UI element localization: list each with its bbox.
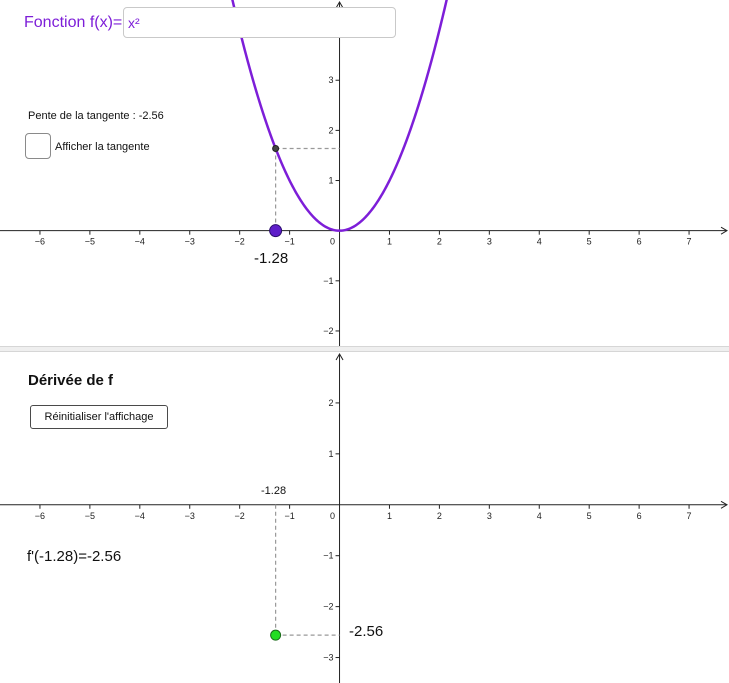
panel-divider[interactable] bbox=[0, 346, 729, 352]
curve-point[interactable] bbox=[272, 145, 280, 153]
function-x-tick-label: 7 bbox=[687, 237, 692, 247]
derivative-y-tick-label: 2 bbox=[329, 398, 334, 408]
function-y-tick-label: 2 bbox=[329, 125, 334, 135]
derivative-x-tick-label: 0 bbox=[330, 511, 335, 521]
derivative-x-tick-label: 4 bbox=[537, 511, 542, 521]
function-x-tick-label: 4 bbox=[537, 237, 542, 247]
derivative-x-tick-label: 5 bbox=[587, 511, 592, 521]
function-x-tick-label: 0 bbox=[330, 237, 335, 247]
function-axes bbox=[0, 1, 728, 346]
derivative-y-tick-label: −3 bbox=[323, 653, 333, 663]
function-x-tick-label: 1 bbox=[387, 237, 392, 247]
derivative-value-text: f'(-1.28)=-2.56 bbox=[27, 548, 122, 565]
function-graph-panel[interactable]: −6 −5 −4 −3 −2 −1 0 1 2 3 4 5 6 7 3 2 1 −1 −2 Fonction f(… bbox=[0, 0, 729, 346]
function-x-tick-label: 3 bbox=[487, 237, 492, 247]
derivative-x-tick-label: −3 bbox=[185, 511, 195, 521]
function-x-tick-label: −3 bbox=[185, 237, 195, 247]
derivative-y-tick-label: −2 bbox=[323, 602, 333, 612]
derivative-y-ticks: 2 1 −1 −2 −3 bbox=[323, 398, 340, 663]
point-x-value-label: -1.28 bbox=[254, 250, 289, 267]
derivative-x-tick-label: −4 bbox=[135, 511, 145, 521]
derivative-x-tick-label: 7 bbox=[687, 511, 692, 521]
tangent-slope-text: Pente de la tangente : -2.56 bbox=[28, 110, 164, 122]
function-x-tick-label: −6 bbox=[35, 237, 45, 247]
function-x-tick-label: 6 bbox=[637, 237, 642, 247]
derivative-point-guides bbox=[275, 504, 340, 636]
derivative-x-axis-arrow bbox=[720, 500, 728, 509]
function-y-ticks: 3 2 1 −1 −2 bbox=[323, 75, 340, 336]
function-x-axis-arrow bbox=[720, 226, 728, 235]
function-x-tick-label: 2 bbox=[437, 237, 442, 247]
derivative-x-tick-label: −1 bbox=[284, 511, 294, 521]
function-x-tick-label: 5 bbox=[587, 237, 592, 247]
derivative-x-tick-label: 3 bbox=[487, 511, 492, 521]
derivative-graph[interactable]: −6 −5 −4 −3 −2 −1 0 1 2 3 4 5 6 7 2 1 −1 −2 −3 bbox=[0, 352, 729, 683]
show-tangent-checkbox[interactable] bbox=[25, 133, 51, 159]
derivative-x-tick-label: 1 bbox=[387, 511, 392, 521]
derivative-x-tick-label: 2 bbox=[437, 511, 442, 521]
derivative-y-tick-label: −1 bbox=[323, 551, 333, 561]
function-y-tick-label: 1 bbox=[329, 176, 334, 186]
function-y-axis-arrow bbox=[335, 1, 344, 9]
function-x-tick-label: −1 bbox=[284, 237, 294, 247]
parabola-curve bbox=[231, 0, 448, 232]
function-y-tick-label: −1 bbox=[323, 276, 333, 286]
derivative-x-tick-label: −6 bbox=[35, 511, 45, 521]
derivative-x-marker-label: -1.28 bbox=[261, 485, 287, 497]
function-input[interactable] bbox=[123, 7, 396, 38]
function-y-tick-label: −2 bbox=[323, 326, 333, 336]
x-slider-point[interactable] bbox=[269, 224, 283, 238]
function-label: Fonction f(x)= bbox=[24, 14, 123, 31]
function-x-tick-label: −2 bbox=[235, 237, 245, 247]
derivative-y-marker-label: -2.56 bbox=[349, 623, 384, 640]
function-point-guides bbox=[275, 147, 340, 231]
derivative-y-axis-arrow bbox=[335, 353, 344, 361]
function-graph[interactable]: −6 −5 −4 −3 −2 −1 0 1 2 3 4 5 6 7 3 2 1 −1 −2 bbox=[0, 0, 729, 346]
derivative-point[interactable] bbox=[270, 629, 282, 641]
function-x-ticks: −6 −5 −4 −3 −2 −1 0 1 2 3 4 5 6 7 bbox=[35, 230, 692, 247]
function-x-tick-label: −4 bbox=[135, 237, 145, 247]
derivative-x-tick-label: 6 bbox=[637, 511, 642, 521]
function-y-tick-label: 3 bbox=[329, 75, 334, 85]
derivative-x-tick-label: −5 bbox=[85, 511, 95, 521]
derivative-y-tick-label: 1 bbox=[329, 449, 334, 459]
reset-view-button[interactable]: Réinitialiser l'affichage bbox=[30, 405, 168, 429]
derivative-axes bbox=[0, 353, 728, 683]
derivative-x-ticks: −6 −5 −4 −3 −2 −1 0 1 2 3 4 5 6 7 bbox=[35, 504, 692, 521]
show-tangent-label[interactable]: Afficher la tangente bbox=[55, 141, 150, 153]
derivative-title: Dérivée de f bbox=[28, 372, 114, 389]
function-x-tick-label: −5 bbox=[85, 237, 95, 247]
derivative-x-tick-label: −2 bbox=[235, 511, 245, 521]
